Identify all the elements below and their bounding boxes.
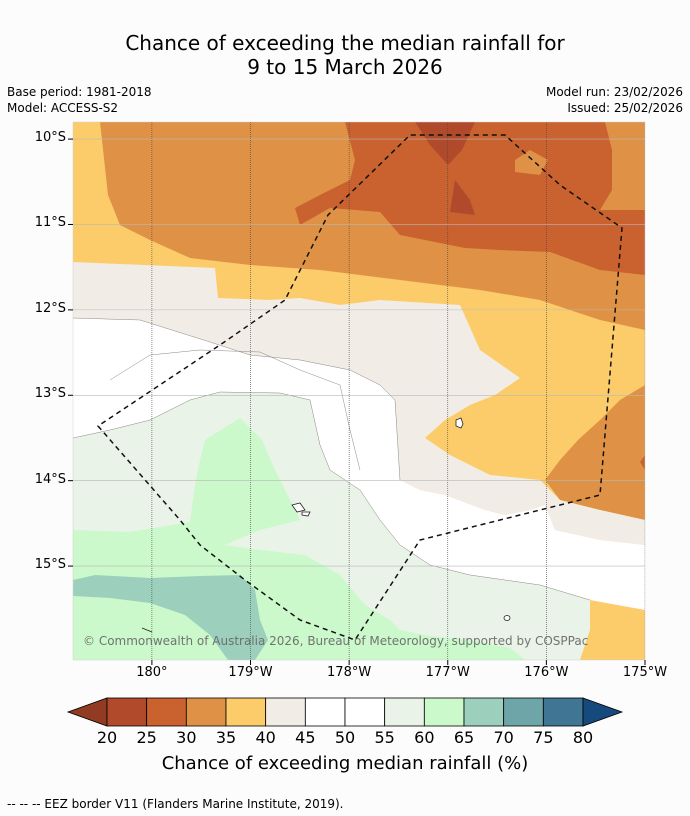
colorbar-label-45: 45 [295, 728, 316, 747]
region-25-30 [295, 122, 645, 275]
colorbar-label-55: 55 [374, 728, 395, 747]
colorbar-segment-50-55 [344, 697, 386, 727]
region-30-35b [515, 150, 548, 175]
y-tick-label-13s: 13°S [34, 386, 66, 402]
x-tick-label-180: 180° [136, 665, 168, 680]
colorbar-over-arrow [582, 697, 624, 727]
colorbar-segment-20-25 [106, 697, 148, 727]
y-tick-label-10s: 10°S [34, 130, 66, 146]
map-frame [72, 121, 646, 661]
y-tick-label-15s: 15°S [34, 557, 66, 573]
colorbar-label-60: 60 [414, 728, 435, 747]
y-tick-label-11s: 11°S [34, 215, 66, 231]
colorbar-segment-45-50 [304, 697, 346, 727]
region-30-35c [545, 385, 645, 520]
map-area: © Commonwealth of Australia 2026, Bureau… [73, 122, 645, 660]
colorbar-label-40: 40 [255, 728, 276, 747]
island-2 [291, 502, 306, 513]
chart-title-line-2: 9 to 15 March 2026 [247, 55, 443, 79]
colorbar [66, 697, 624, 727]
base-period: Base period: 1981-2018 [7, 85, 152, 99]
colorbar-segment-65-70 [463, 697, 505, 727]
colorbar-segment-60-65 [423, 697, 465, 727]
region-40-45 [73, 262, 645, 545]
colorbar-label-70: 70 [493, 728, 514, 747]
colorbar-segment-70-75 [503, 697, 544, 727]
colorbar-label-50: 50 [334, 728, 356, 747]
island-4 [503, 615, 511, 621]
colorbar-label-30: 30 [176, 728, 197, 747]
x-tick-label-176w: 176°W [524, 665, 569, 680]
model-run: Model run: 23/02/2026 [545, 85, 683, 99]
eez-footnote: -- -- -- EEZ border V11 (Flanders Marine… [7, 797, 344, 811]
y-tick-marks [68, 138, 73, 567]
islands [141, 417, 511, 633]
x-tick-label-179w: 179°W [228, 665, 273, 680]
colorbar-under-arrow [66, 697, 108, 727]
y-tick-label-12s: 12°S [34, 300, 66, 316]
issued-date: Issued: 25/02/2026 [567, 101, 683, 115]
colorbar-segment-25-30 [146, 697, 187, 727]
colorbar-label-80: 80 [572, 728, 594, 747]
island-3 [301, 511, 311, 517]
region-20-25 [415, 122, 475, 165]
region-45-55 [73, 318, 645, 610]
y-tick-label-14s: 14°S [34, 471, 66, 487]
region-25-30c [640, 455, 645, 470]
x-tick-label-177w: 177°W [425, 665, 470, 680]
chart-title-line-1: Chance of exceeding the median rainfall … [125, 31, 565, 55]
colorbar-title: Chance of exceeding median rainfall (%) [161, 753, 529, 774]
colorbar-segment-75-80 [542, 697, 584, 727]
x-tick-label-175w: 175°W [622, 665, 668, 680]
colorbar-segment-35-40 [225, 697, 267, 727]
region-65-70 [73, 575, 268, 660]
colorbar-segment-30-35 [185, 697, 227, 727]
gridlines [73, 122, 645, 660]
island-1 [455, 417, 464, 429]
model-name: Model: ACCESS-S2 [7, 101, 119, 115]
x-tick-label-178w: 178°W [327, 665, 372, 680]
colorbar-segment-40-45 [265, 697, 306, 727]
colorbar-label-75: 75 [533, 728, 554, 747]
x-tick-marks [151, 660, 646, 665]
colorbar-label-20: 20 [96, 728, 118, 747]
colorbar-segment-55-60 [384, 697, 425, 727]
colorbar-label-25: 25 [136, 728, 157, 747]
colorbar-label-65: 65 [453, 728, 475, 747]
region-20-25b [450, 180, 475, 215]
copyright-notice: © Commonwealth of Australia 2026, Bureau… [83, 634, 588, 648]
island-5 [141, 627, 153, 633]
colorbar-label-35: 35 [215, 728, 237, 747]
